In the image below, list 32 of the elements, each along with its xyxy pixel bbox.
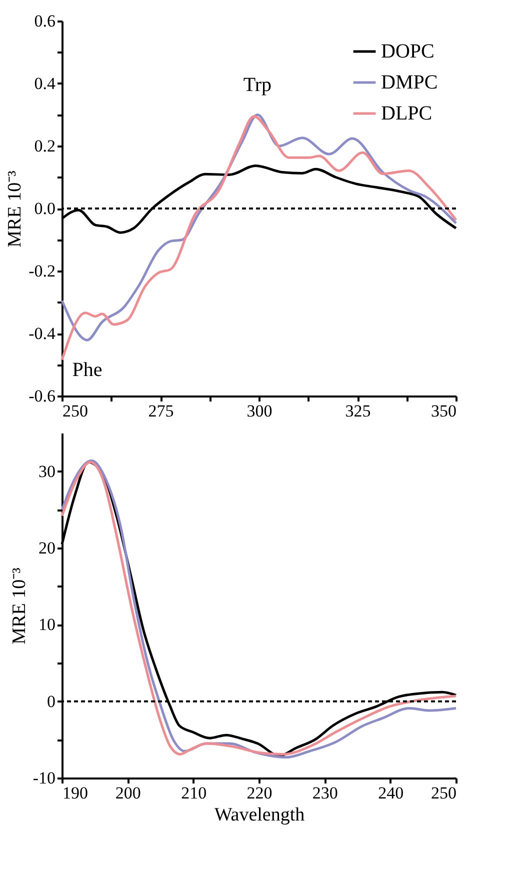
y-tick-label: 30 bbox=[38, 462, 56, 481]
x-tick-label: 200 bbox=[115, 784, 141, 802]
x-axis-title: Wavelength bbox=[214, 804, 306, 826]
x-tick-label: 350 bbox=[431, 402, 456, 420]
y-axis-title: MRE 10⁻³ bbox=[4, 170, 26, 248]
y-axis-title: MRE 10⁻³ bbox=[8, 567, 30, 644]
y-tick-label: 20 bbox=[38, 538, 56, 558]
y-tick-label: -0.2 bbox=[28, 262, 56, 280]
y-tick-label: 0.0 bbox=[34, 199, 56, 218]
x-tick-label: 210 bbox=[181, 784, 207, 802]
legend-label: DOPC bbox=[381, 40, 434, 62]
legend-label: DLPC bbox=[381, 102, 432, 124]
x-tick-label: 230 bbox=[312, 784, 338, 802]
x-tick-label: 300 bbox=[246, 402, 272, 420]
y-tick-label: 10 bbox=[38, 615, 56, 634]
x-tick-label: 240 bbox=[378, 784, 404, 802]
y-tick-label: -0.6 bbox=[28, 386, 56, 406]
y-tick-label: 0.4 bbox=[34, 74, 56, 93]
x-tick-label: 250 bbox=[62, 402, 88, 420]
y-tick-label: 0.2 bbox=[34, 136, 56, 156]
y-tick-label: 0 bbox=[47, 692, 56, 711]
x-tick-label: 275 bbox=[148, 402, 174, 420]
annotation: Phe bbox=[72, 359, 102, 382]
x-tick-label: 250 bbox=[431, 784, 456, 802]
y-tick-label: -10 bbox=[32, 768, 56, 788]
x-tick-label: 325 bbox=[345, 402, 371, 420]
annotation: Trp bbox=[243, 74, 272, 96]
y-tick-label: 0.6 bbox=[34, 12, 56, 30]
x-tick-label: 220 bbox=[246, 784, 272, 802]
y-tick-label: -0.4 bbox=[28, 324, 56, 343]
x-tick-label: 190 bbox=[62, 784, 88, 802]
legend-label: DMPC bbox=[381, 72, 438, 94]
